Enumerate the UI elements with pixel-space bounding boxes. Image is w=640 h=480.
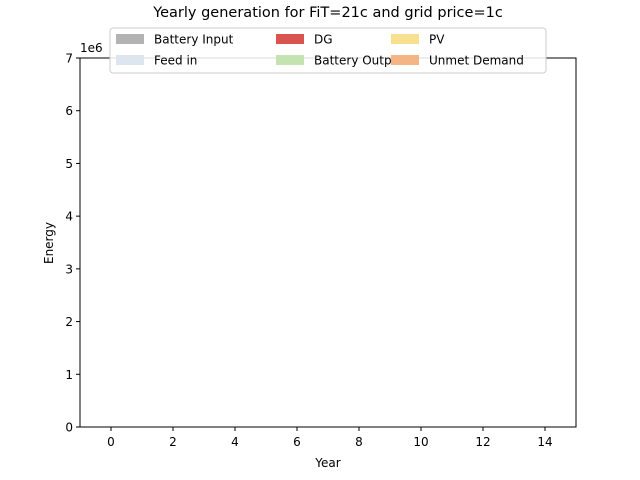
x-tick-label: 4 [231, 435, 239, 449]
legend-label-unmet-demand: Unmet Demand [429, 54, 524, 68]
x-axis-label: Year [314, 456, 340, 470]
y-multiplier-label: 1e6 [80, 41, 103, 55]
legend-swatch-battery-output [276, 55, 304, 65]
legend-swatch-dg [276, 34, 304, 44]
y-tick-label: 6 [65, 104, 73, 118]
x-tick-label: 8 [355, 435, 363, 449]
x-tick-label: 14 [537, 435, 552, 449]
y-tick-label: 2 [65, 315, 73, 329]
y-tick-label: 7 [65, 52, 73, 66]
legend-label-dg: DG [314, 33, 333, 47]
legend-swatch-battery-input [116, 34, 144, 44]
legend: Battery Input DG PV Feed in Battery Output Un… [109, 27, 547, 74]
x-tick-label: 2 [169, 435, 177, 449]
y-axis-label: Energy [42, 222, 56, 264]
legend-swatch-unmet-demand [391, 55, 419, 65]
y-tick-label: 1 [65, 368, 73, 382]
x-axis: 0 2 4 6 8 10 12 14 [107, 427, 553, 449]
legend-label-battery-input: Battery Input [154, 33, 234, 47]
x-tick-label: 12 [475, 435, 490, 449]
plot-frame [79, 57, 577, 428]
x-tick-label: 6 [293, 435, 301, 449]
y-tick-label: 5 [65, 157, 73, 171]
y-tick-label: 3 [65, 262, 73, 276]
y-axis: 0 1 2 3 4 5 6 7 [65, 52, 80, 435]
legend-label-feed-in: Feed in [154, 54, 197, 68]
legend-label-battery-output: Battery Output [314, 54, 404, 68]
x-tick-label: 0 [107, 435, 115, 449]
legend-label-pv: PV [429, 33, 445, 47]
y-tick-label: 4 [65, 210, 73, 224]
legend-frame [109, 27, 547, 74]
chart-title: Yearly generation for FiT=21c and grid p… [152, 5, 503, 21]
legend-swatch-pv [391, 34, 419, 44]
y-tick-label: 0 [65, 421, 73, 435]
legend-swatch-feed-in [116, 55, 144, 65]
x-tick-label: 10 [413, 435, 428, 449]
